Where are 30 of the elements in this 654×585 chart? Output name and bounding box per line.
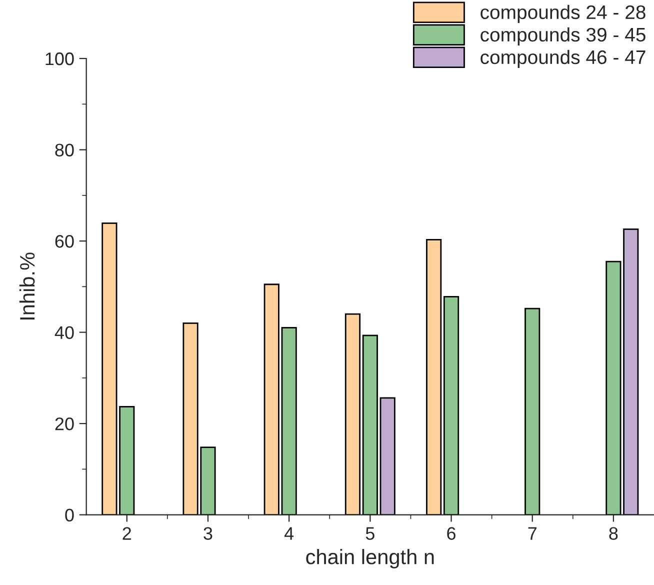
- y-tick-label: 40: [54, 326, 74, 339]
- x-tick-label: 6: [447, 527, 456, 540]
- bar: [426, 238, 442, 515]
- legend-label: compounds 46 - 47: [480, 50, 646, 68]
- y-tick-label: 60: [55, 234, 74, 248]
- y-tick-label: 100: [46, 52, 74, 66]
- x-tick-label: 4: [284, 527, 294, 540]
- bar: [606, 260, 622, 515]
- bar: [281, 327, 297, 515]
- y-axis-title: Inhib.%: [19, 252, 35, 320]
- bar: [119, 406, 135, 515]
- y-tick-label: 20: [55, 417, 74, 430]
- x-tick-label: 7: [528, 527, 536, 540]
- legend-label: compounds 39 - 45: [480, 27, 646, 46]
- x-tick-label: 2: [122, 527, 131, 540]
- bar: [344, 313, 361, 515]
- x-tick-label: 8: [609, 527, 618, 540]
- bar: [524, 308, 540, 515]
- y-tick-label: 0: [65, 508, 74, 522]
- x-axis-title: chain length n: [306, 548, 434, 568]
- x-tick-label: 3: [204, 527, 212, 540]
- y-tick-label: 80: [55, 144, 74, 156]
- bar: [443, 296, 460, 515]
- bar: [380, 397, 396, 515]
- bar: [102, 222, 118, 515]
- bar: [623, 228, 639, 515]
- bar: [362, 334, 378, 515]
- x-tick-label: 5: [366, 527, 374, 540]
- legend-label: compounds 24 - 28: [480, 4, 646, 23]
- bar: [264, 284, 280, 515]
